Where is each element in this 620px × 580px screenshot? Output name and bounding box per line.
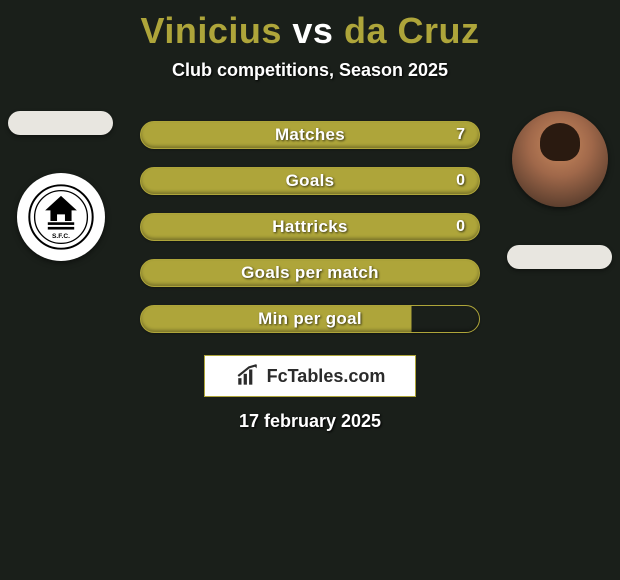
subtitle: Club competitions, Season 2025 xyxy=(0,60,620,81)
brand-box: FcTables.com xyxy=(204,355,416,397)
stat-bar-min-per-goal: Min per goal xyxy=(140,305,480,333)
brand-chart-icon xyxy=(235,363,261,389)
stat-bars: Matches 7 Goals 0 Hattricks 0 Goals per … xyxy=(140,121,480,333)
player1-column: S.F.C. xyxy=(8,111,113,261)
stat-bar-goals: Goals 0 xyxy=(140,167,480,195)
player2-name: da Cruz xyxy=(344,10,480,51)
stat-label: Min per goal xyxy=(258,309,362,329)
stat-bar-matches: Matches 7 xyxy=(140,121,480,149)
stat-bar-goals-per-match: Goals per match xyxy=(140,259,480,287)
player1-avatar-placeholder xyxy=(8,111,113,135)
brand-text: FcTables.com xyxy=(267,366,386,387)
player2-club-placeholder xyxy=(507,245,612,269)
date-text: 17 february 2025 xyxy=(0,411,620,432)
santos-badge-icon: S.F.C. xyxy=(28,184,94,250)
svg-text:S.F.C.: S.F.C. xyxy=(52,233,70,240)
comparison-content: S.F.C. Matches 7 Goals 0 Hattricks 0 Goa… xyxy=(0,121,620,432)
stat-label: Matches xyxy=(275,125,345,145)
stat-value: 0 xyxy=(456,218,465,236)
player1-club-badge: S.F.C. xyxy=(17,173,105,261)
vs-text: vs xyxy=(292,10,333,51)
stat-label: Goals xyxy=(286,171,335,191)
player1-name: Vinicius xyxy=(141,10,282,51)
player2-avatar-photo xyxy=(512,111,608,207)
stat-label: Hattricks xyxy=(272,217,347,237)
player2-column xyxy=(507,111,612,269)
page-title: Vinicius vs da Cruz xyxy=(0,0,620,52)
stat-label: Goals per match xyxy=(241,263,379,283)
stat-value: 7 xyxy=(456,126,465,144)
stat-value: 0 xyxy=(456,172,465,190)
stat-bar-hattricks: Hattricks 0 xyxy=(140,213,480,241)
